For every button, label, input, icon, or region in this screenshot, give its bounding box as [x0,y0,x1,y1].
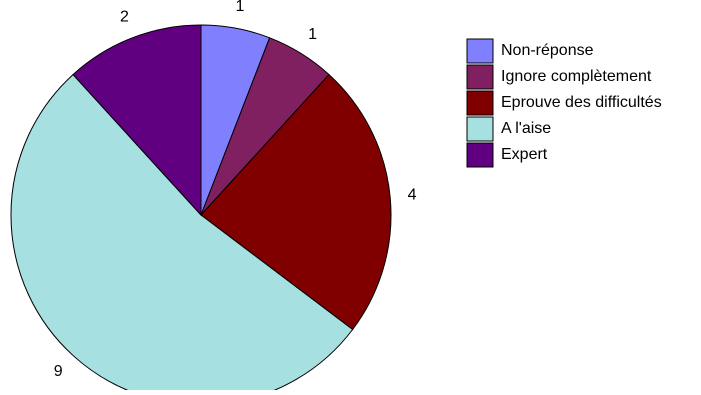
legend-swatch-non-reponse [466,38,494,64]
legend: Non-réponse Ignore complètement Eprouve de… [466,38,662,168]
legend-swatch-eprouve-des-difficultes [466,90,494,116]
legend-swatch-ignore-completement [466,64,494,90]
legend-label-non-reponse: Non-réponse [501,42,594,59]
data-label-expert: 2 [120,9,129,26]
legend-swatch-expert [466,142,494,168]
legend-label-eprouve-des-difficultes: Eprouve des difficultés [501,94,662,111]
legend-label-ignore-completement: Ignore complètement [501,68,652,85]
pie-slice-a-l-aise [10,73,354,395]
pie-slice-eprouve-des-difficultes [200,73,392,331]
pie-slice-expert [72,24,202,217]
legend-swatch-a-l-aise [466,116,494,142]
pie-slices [10,24,392,395]
data-label-eprouve-des-difficultes: 4 [408,187,417,204]
data-label-ignore-completement: 1 [308,26,317,43]
legend-label-expert: Expert [501,146,548,163]
data-label-non-reponse: 1 [235,0,244,15]
pie-value-labels: 1 1 4 9 2 [54,0,417,380]
legend-label-a-l-aise: A l'aise [501,120,551,137]
data-label-a-l-aise: 9 [54,363,63,380]
